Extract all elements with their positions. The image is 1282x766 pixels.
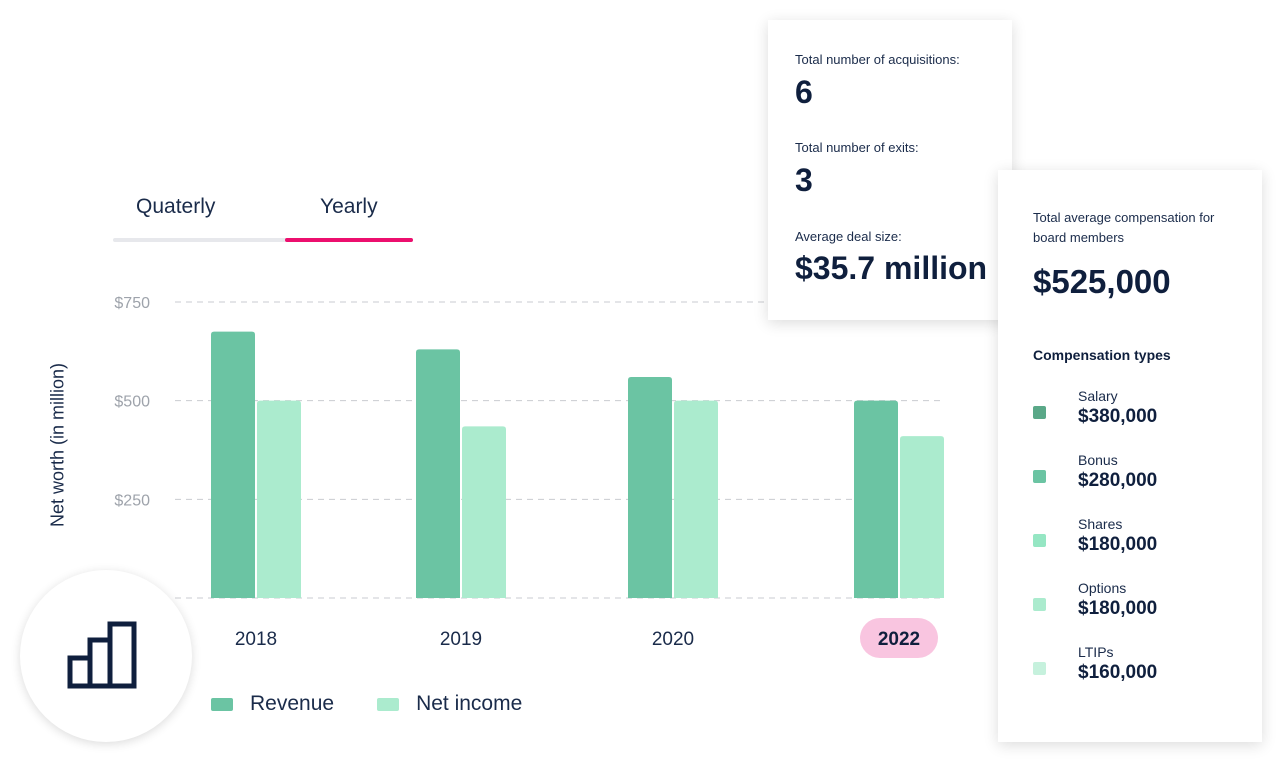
deal-stats-card: Total number of acquisitions: 6 Total nu… bbox=[768, 20, 1012, 320]
shares-amount: $180,000 bbox=[1078, 534, 1158, 555]
salary-swatch bbox=[1033, 406, 1046, 419]
tab-track bbox=[113, 238, 413, 242]
compensation-types-heading: Compensation types bbox=[1033, 347, 1171, 363]
bar-revenue-2018 bbox=[211, 331, 255, 598]
salary-amount: $380,000 bbox=[1078, 406, 1158, 427]
chart-legend: Revenue Net income bbox=[211, 692, 565, 716]
legend-swatch-net-income bbox=[377, 697, 400, 711]
bar-revenue-2022 bbox=[854, 400, 898, 598]
bar-chart-icon bbox=[67, 621, 137, 689]
legend-item-net-income: Net income bbox=[377, 692, 522, 716]
bar-net-income-2018 bbox=[257, 400, 301, 598]
ltips-amount: $160,000 bbox=[1078, 662, 1158, 683]
legend-label-revenue: Revenue bbox=[250, 692, 335, 715]
y-tick-label: $500 bbox=[114, 394, 150, 411]
exits-label: Total number of exits: bbox=[795, 140, 919, 155]
compensation-title: Total average compensation for board mem… bbox=[1033, 210, 1215, 245]
acquisitions-label: Total number of acquisitions: bbox=[795, 52, 960, 67]
ltips-label: LTIPs bbox=[1078, 644, 1114, 660]
bar-revenue-2019 bbox=[416, 349, 460, 598]
options-amount: $180,000 bbox=[1078, 598, 1158, 619]
acquisitions-value: 6 bbox=[795, 74, 813, 110]
bar-chart: $250 $500 $750 2018 2019 2020 2022 bbox=[114, 295, 945, 658]
compensation-item-salary: Salary $380,000 bbox=[1033, 388, 1233, 438]
highlight-pill-2022 bbox=[860, 618, 938, 658]
salary-label: Salary bbox=[1078, 388, 1118, 404]
x-tick-label: 2019 bbox=[440, 629, 482, 650]
bonus-swatch bbox=[1033, 470, 1046, 483]
shares-swatch bbox=[1033, 534, 1046, 547]
exits-value: 3 bbox=[795, 162, 813, 198]
legend-item-revenue: Revenue bbox=[211, 692, 334, 716]
tab-active-indicator bbox=[285, 238, 413, 242]
options-swatch bbox=[1033, 598, 1046, 611]
tab-quarterly[interactable]: Quaterly bbox=[136, 195, 216, 218]
ltips-swatch bbox=[1033, 662, 1046, 675]
bar-net-income-2022 bbox=[900, 436, 944, 598]
deal-size-label: Average deal size: bbox=[795, 229, 902, 244]
deal-size-value: $35.7 million bbox=[795, 250, 988, 286]
compensation-item-ltips: LTIPs $160,000 bbox=[1033, 644, 1233, 694]
options-label: Options bbox=[1078, 580, 1127, 596]
period-tabs: Quaterly Yearly bbox=[113, 190, 413, 246]
x-tick-label: 2020 bbox=[652, 629, 694, 650]
bar-net-income-2019 bbox=[462, 426, 506, 598]
bar-net-income-2020 bbox=[674, 400, 718, 598]
compensation-total: $525,000 bbox=[1033, 263, 1171, 300]
compensation-item-shares: Shares $180,000 bbox=[1033, 516, 1233, 566]
shares-label: Shares bbox=[1078, 516, 1123, 532]
bonus-label: Bonus bbox=[1078, 452, 1118, 468]
legend-label-net-income: Net income bbox=[416, 692, 523, 715]
compensation-item-bonus: Bonus $280,000 bbox=[1033, 452, 1233, 502]
y-tick-label: $750 bbox=[114, 295, 150, 312]
y-tick-label: $250 bbox=[114, 492, 150, 509]
bonus-amount: $280,000 bbox=[1078, 470, 1158, 491]
bar-revenue-2020 bbox=[628, 376, 672, 598]
chart-badge bbox=[20, 570, 192, 742]
compensation-card: Total average compensation for board mem… bbox=[998, 170, 1262, 742]
tab-yearly[interactable]: Yearly bbox=[320, 195, 378, 218]
x-tick-label: 2018 bbox=[235, 629, 277, 650]
compensation-item-options: Options $180,000 bbox=[1033, 580, 1233, 630]
legend-swatch-revenue bbox=[211, 697, 233, 711]
x-tick-label: 2022 bbox=[878, 629, 920, 650]
